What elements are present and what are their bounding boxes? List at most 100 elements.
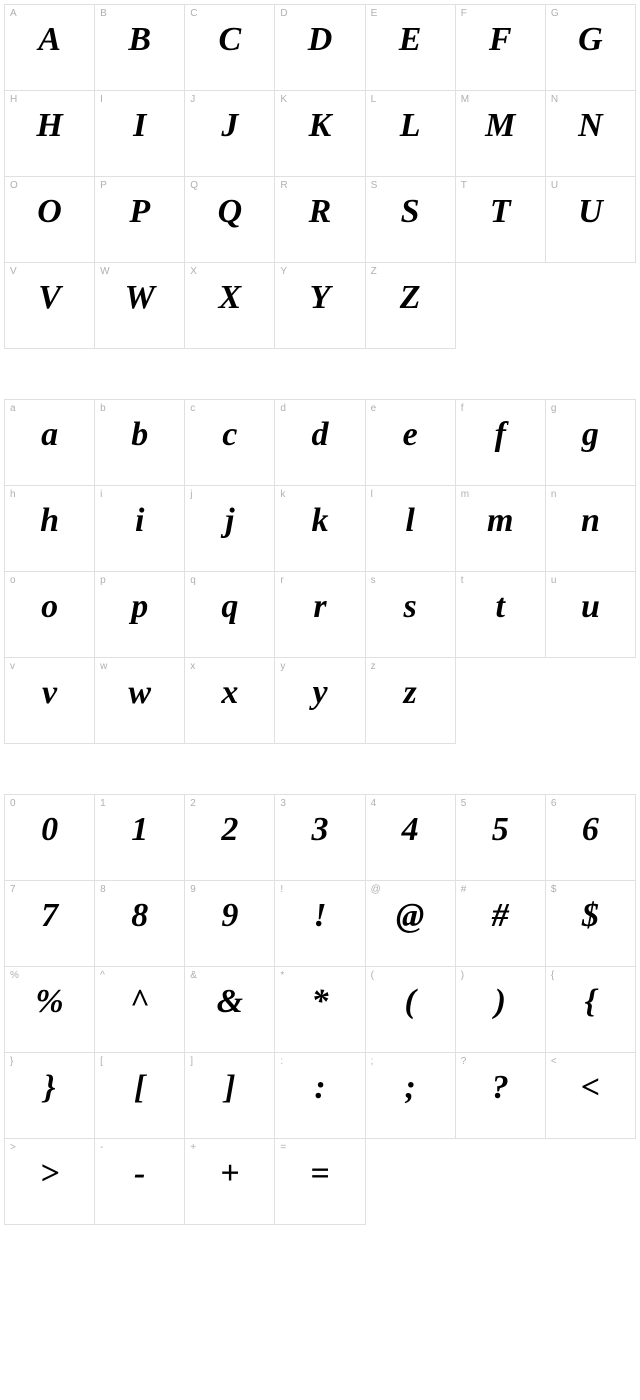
glyph-cell: %% <box>5 967 95 1053</box>
cell-label: j <box>190 489 192 500</box>
glyph: c <box>222 412 237 452</box>
glyph-cell: CC <box>185 5 275 91</box>
cell-label: $ <box>551 884 557 895</box>
cell-label: ] <box>190 1056 193 1067</box>
glyph-cell: qq <box>185 572 275 658</box>
glyph-cell: uu <box>546 572 636 658</box>
glyph: M <box>485 103 515 143</box>
glyph: ; <box>404 1065 415 1105</box>
glyph: q <box>221 584 238 624</box>
glyph: C <box>219 17 242 57</box>
glyph-cell: << <box>546 1053 636 1139</box>
glyph: ] <box>224 1065 235 1105</box>
glyph: B <box>128 17 151 57</box>
glyph-cell: DD <box>275 5 365 91</box>
glyph-cell: YY <box>275 263 365 349</box>
cell-label: v <box>10 661 15 672</box>
cell-label: L <box>371 94 377 105</box>
glyph: I <box>133 103 146 143</box>
cell-label: z <box>371 661 376 672</box>
cell-label: D <box>280 8 287 19</box>
glyph: E <box>399 17 422 57</box>
glyph-cell: 11 <box>95 795 185 881</box>
glyph: 6 <box>582 807 599 847</box>
cell-label: ? <box>461 1056 467 1067</box>
glyph-cell: 33 <box>275 795 365 881</box>
glyph-cell: {{ <box>546 967 636 1053</box>
cell-label: # <box>461 884 467 895</box>
cell-label: s <box>371 575 376 586</box>
cell-label: % <box>10 970 19 981</box>
glyph: Q <box>218 189 243 229</box>
glyph: & <box>217 979 243 1019</box>
cell-label: a <box>10 403 16 414</box>
glyph: 3 <box>311 807 328 847</box>
cell-label: n <box>551 489 557 500</box>
glyph: H <box>36 103 62 143</box>
glyph: d <box>311 412 328 452</box>
glyph-cell: GG <box>546 5 636 91</box>
glyph: > <box>40 1151 59 1191</box>
glyph: } <box>44 1065 56 1105</box>
glyph-cell: aa <box>5 400 95 486</box>
cell-label: R <box>280 180 287 191</box>
glyph: T <box>490 189 511 229</box>
glyph: G <box>578 17 603 57</box>
cell-label: B <box>100 8 107 19</box>
glyph-cell: ZZ <box>366 263 456 349</box>
cell-label: o <box>10 575 16 586</box>
glyph: t <box>496 584 505 624</box>
cell-label: w <box>100 661 107 672</box>
glyph-cell: @@ <box>366 881 456 967</box>
glyph-cell: )) <box>456 967 546 1053</box>
glyph-cell: >> <box>5 1139 95 1225</box>
cell-label: ^ <box>100 970 105 981</box>
glyph: J <box>221 103 238 143</box>
glyph: m <box>487 498 513 538</box>
glyph: P <box>129 189 150 229</box>
glyph-cell: yy <box>275 658 365 744</box>
glyph-cell: BB <box>95 5 185 91</box>
font-specimen-chart: AA BB CC DD EE FF GG HH II JJ KK LL MM N… <box>0 0 640 1279</box>
cell-label: k <box>280 489 285 500</box>
glyph-cell: mm <box>456 486 546 572</box>
glyph: $ <box>582 893 599 933</box>
glyph: 9 <box>221 893 238 933</box>
cell-label: T <box>461 180 467 191</box>
glyph-cell: rr <box>275 572 365 658</box>
uppercase-grid: AA BB CC DD EE FF GG HH II JJ KK LL MM N… <box>4 4 636 349</box>
glyph: 8 <box>131 893 148 933</box>
glyph: f <box>495 412 506 452</box>
glyph: p <box>131 584 148 624</box>
glyph-cell: kk <box>275 486 365 572</box>
cell-label: ( <box>371 970 374 981</box>
glyph-cell: ** <box>275 967 365 1053</box>
cell-label: ! <box>280 884 283 895</box>
glyph: N <box>578 103 603 143</box>
glyph-cell: MM <box>456 91 546 177</box>
cell-label: K <box>280 94 287 105</box>
glyph: j <box>225 498 234 538</box>
glyph-cell: UU <box>546 177 636 263</box>
cell-label: y <box>280 661 285 672</box>
glyph: v <box>42 670 57 710</box>
glyph-cell: !! <box>275 881 365 967</box>
glyph-cell: pp <box>95 572 185 658</box>
cell-label: 1 <box>100 798 106 809</box>
glyph: < <box>581 1065 600 1105</box>
glyph-cell: ## <box>456 881 546 967</box>
glyph: 2 <box>221 807 238 847</box>
glyph: O <box>37 189 62 229</box>
cell-label: O <box>10 180 18 191</box>
cell-label: A <box>10 8 17 19</box>
glyph: - <box>134 1151 145 1191</box>
cell-label: 2 <box>190 798 196 809</box>
glyph-cell: oo <box>5 572 95 658</box>
glyph-cell: bb <box>95 400 185 486</box>
glyph: @ <box>396 893 424 933</box>
glyph: ) <box>495 979 506 1019</box>
glyph: V <box>38 275 61 315</box>
glyph-cell: NN <box>546 91 636 177</box>
glyph: D <box>308 17 333 57</box>
glyph: y <box>312 670 327 710</box>
